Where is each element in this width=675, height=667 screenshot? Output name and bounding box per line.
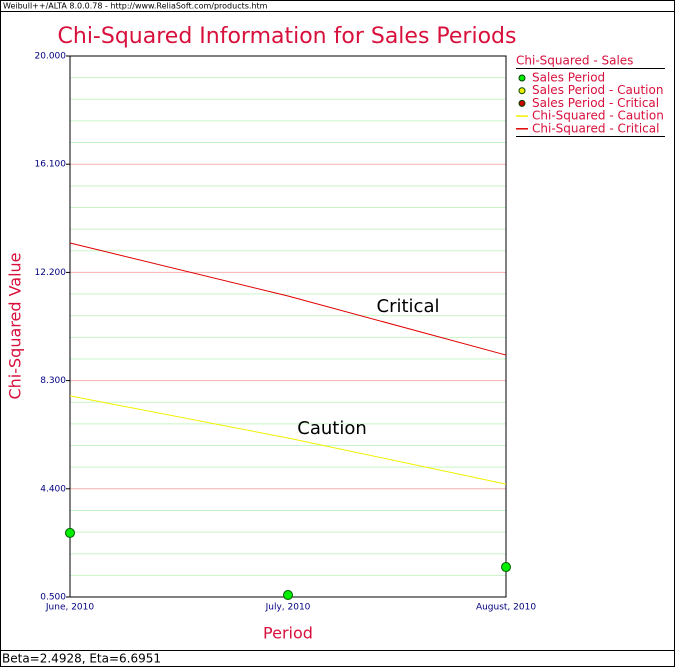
legend-label: Chi-Squared - Caution (532, 109, 664, 123)
chi-squared-line (69, 395, 507, 485)
data-point (65, 527, 75, 538)
x-tick-label: June, 2010 (45, 603, 94, 613)
y-tick-label: 0.500 (40, 593, 66, 603)
legend-label: Sales Period (532, 71, 605, 85)
legend-marker (518, 87, 526, 95)
x-tick-label: August, 2010 (476, 603, 536, 613)
legend-label: Sales Period - Critical (532, 96, 659, 110)
chart-title: Chi-Squared Information for Sales Period… (58, 24, 517, 49)
data-point (283, 590, 293, 601)
data-point (501, 562, 511, 573)
annotation: Critical (377, 296, 440, 317)
y-tick-label: 12.200 (35, 268, 67, 278)
legend-label: Chi-Squared - Critical (532, 121, 659, 135)
y-tick-label: 16.100 (35, 160, 67, 170)
status-text: Beta=2.4928, Eta=6.6951 (2, 652, 161, 666)
y-tick-label: 8.300 (40, 376, 66, 386)
x-tick-label: July, 2010 (265, 603, 311, 613)
legend-marker (518, 74, 526, 82)
x-axis-label: Period (263, 624, 313, 643)
chi-squared-line (69, 242, 507, 356)
legend-marker (518, 99, 526, 107)
header-title: Weibull++/ALTA 8.0.0.78 - http://www.Rel… (3, 2, 268, 11)
y-tick-label: 4.400 (40, 484, 66, 494)
y-tick-label: 20.000 (35, 52, 67, 62)
legend-label: Sales Period - Caution (532, 83, 663, 97)
legend-title: Chi-Squared - Sales (516, 54, 633, 68)
annotation: Caution (297, 418, 367, 439)
y-axis-label: Chi-Squared Value (6, 252, 25, 399)
